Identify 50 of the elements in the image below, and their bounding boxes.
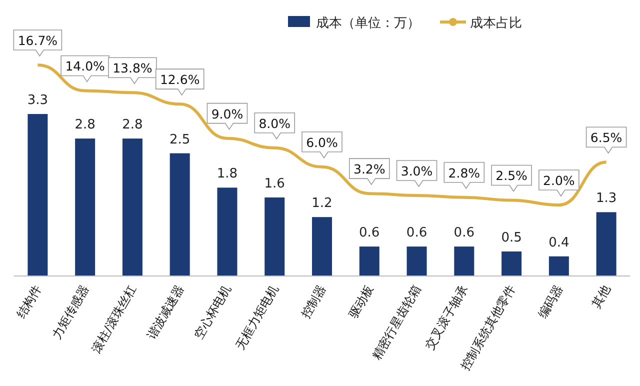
data-label: 0.6 <box>359 226 380 241</box>
bar <box>548 256 569 276</box>
data-label: 2.5 <box>170 132 190 148</box>
data-label: 2.8 <box>74 118 96 133</box>
bar <box>406 246 427 276</box>
bar <box>312 217 332 276</box>
bar <box>264 197 285 276</box>
data-label: 12.6% <box>160 72 200 88</box>
data-label: 1.3 <box>596 191 617 206</box>
x-tick-label: 结构件 <box>14 282 44 321</box>
bar <box>122 138 142 276</box>
data-label: 1.2 <box>312 196 332 212</box>
bar <box>75 138 96 276</box>
data-label: 8.0% <box>258 116 291 131</box>
x-tick-label: 空心杯电机 <box>192 282 234 342</box>
data-label: 0.4 <box>548 235 570 250</box>
bar <box>28 114 48 276</box>
data-label: 2.5% <box>496 168 528 184</box>
data-label: 14.0% <box>65 58 106 74</box>
data-label: 3.0% <box>400 163 433 178</box>
x-tick-label: 谐波减速器 <box>144 282 186 342</box>
data-label: 3.3 <box>27 93 48 108</box>
data-label: 16.7% <box>18 33 58 48</box>
bar <box>217 188 238 276</box>
x-tick-label: 编码器 <box>535 282 566 321</box>
bar <box>502 251 522 276</box>
data-label: 6.0% <box>306 134 338 150</box>
data-label: 2.8 <box>122 118 143 133</box>
data-label: 0.6 <box>406 226 428 241</box>
bar <box>170 153 190 276</box>
data-label: 6.5% <box>590 130 622 146</box>
x-tick-label: 无框力矩电机 <box>233 282 282 352</box>
bar <box>596 212 616 276</box>
data-label: 3.2% <box>354 162 386 177</box>
x-tick-label: 驱动板 <box>346 282 376 321</box>
data-label: 13.8% <box>112 60 152 76</box>
data-label: 2.8% <box>448 165 480 180</box>
x-tick-label: 交叉滚子轴承 <box>422 282 471 352</box>
data-label: 2.0% <box>543 173 575 188</box>
bar <box>359 246 380 276</box>
data-label: 0.6 <box>454 226 474 241</box>
data-label: 0.5 <box>501 230 522 246</box>
bar <box>454 246 474 276</box>
data-label: 1.6 <box>264 176 285 192</box>
data-label: 9.0% <box>211 106 244 122</box>
x-tick-label: 其他 <box>588 282 613 310</box>
legend-label: 成本（单位：万） <box>316 16 420 31</box>
legend-label: 成本占比 <box>470 16 522 31</box>
data-label: 1.8 <box>216 166 238 182</box>
x-tick-label: 控制器 <box>298 282 329 321</box>
